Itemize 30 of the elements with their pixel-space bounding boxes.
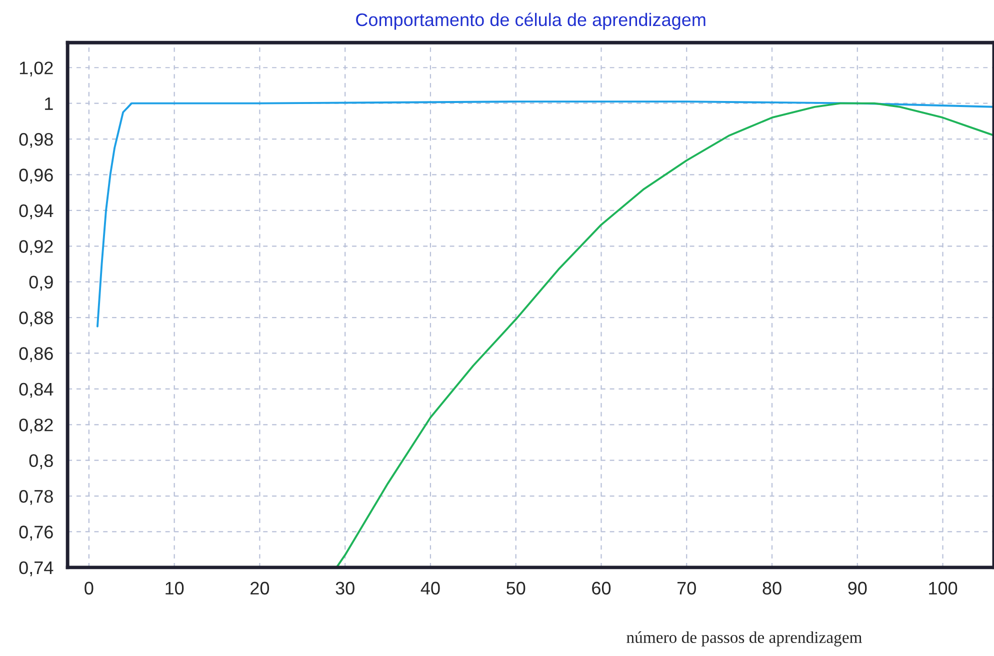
y-tick-label: 1 [45,97,53,110]
y-tick-label: 0,9 [29,276,53,291]
y-tick-label: 0,74 [19,561,54,576]
y-tick-label: 0,88 [19,311,53,326]
y-tick-label: 0,84 [19,382,54,398]
x-tick-label: 30 [336,582,354,595]
y-tick-label: 1,02 [20,62,53,76]
x-tick-label: 40 [420,582,440,595]
y-tick-label: 0,82 [19,418,53,434]
y-tick-label: 0,96 [19,168,53,184]
x-axis-title: número de passos de aprendizagem [626,631,862,646]
y-tick-label: 0,94 [19,204,54,220]
y-tick-label: 0,76 [19,526,53,541]
line-series [96,100,994,328]
x-tick-label: 70 [678,582,696,595]
x-tick-label: 80 [762,582,782,595]
y-tick-label: 0,8 [29,454,53,470]
x-tick-label: 0 [84,582,94,595]
x-tick-label: 20 [250,582,270,595]
y-tick-label: 0,86 [19,347,53,362]
line-series [336,102,994,568]
y-tick-label: 0,98 [19,132,53,148]
y-tick-label: 0,92 [19,240,53,255]
y-tick-label: 0,78 [19,490,53,505]
x-tick-label: 60 [592,582,611,595]
x-tick-label: 50 [506,582,526,595]
x-tick-label: 10 [166,582,184,595]
chart-title: Comportamento de célula de aprendizagem [356,12,706,30]
x-tick-label: 90 [848,582,867,595]
x-tick-label: 100 [929,582,958,595]
